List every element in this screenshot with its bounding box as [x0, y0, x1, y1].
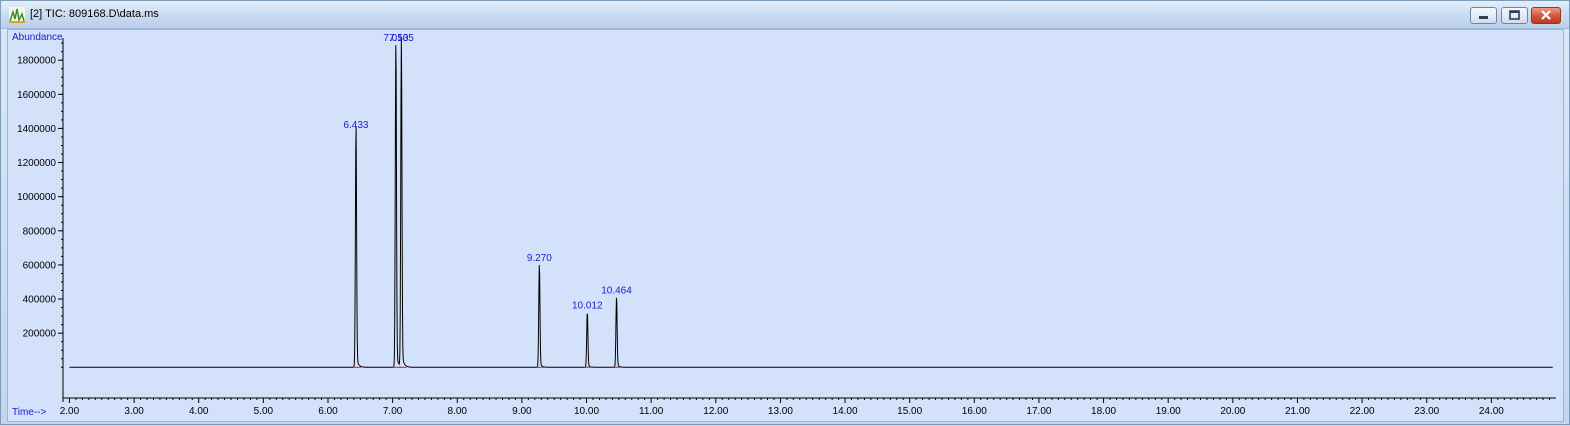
- y-tick-label: 1200000: [17, 158, 56, 169]
- x-axis: 2.00 3.00 4.00 5.00 6.00 7.00 8.00 9.00 10.00 11.…: [60, 397, 1556, 417]
- peak-label: 7.050: [383, 33, 408, 44]
- x-tick-label: 23.00: [1414, 406, 1439, 417]
- x-tick-label: 17.00: [1026, 406, 1051, 417]
- title-bar[interactable]: [2] TIC: 809168.D\data.ms: [1, 1, 1569, 29]
- minimize-icon: [1479, 16, 1488, 19]
- x-tick-label: 15.00: [897, 406, 922, 417]
- peak-label: 7.135: [389, 33, 414, 44]
- y-axis-label: Abundance: [12, 32, 63, 43]
- y-tick-label: 600000: [23, 260, 57, 271]
- x-tick-label: 16.00: [962, 406, 987, 417]
- x-tick-label: 12.00: [703, 406, 728, 417]
- x-tick-label: 6.00: [318, 406, 338, 417]
- y-tick-label: 400000: [23, 295, 57, 306]
- x-axis-label: Time-->: [12, 407, 47, 418]
- close-button[interactable]: [1531, 7, 1561, 24]
- peak-label: 10.464: [601, 285, 632, 296]
- x-tick-label: 19.00: [1156, 406, 1181, 417]
- y-tick-label: 1800000: [17, 56, 56, 67]
- x-tick-label: 18.00: [1091, 406, 1116, 417]
- window-title: [2] TIC: 809168.D\data.ms: [30, 8, 159, 20]
- x-tick-label: 24.00: [1479, 406, 1504, 417]
- minimize-button[interactable]: [1470, 7, 1497, 24]
- restore-button[interactable]: [1501, 7, 1528, 24]
- x-tick-label: 8.00: [448, 406, 468, 417]
- y-tick-label: 200000: [23, 329, 57, 340]
- chart-area[interactable]: Abundance Time--> 200000 400000 600000 8000…: [7, 29, 1564, 422]
- x-tick-label: 4.00: [189, 406, 209, 417]
- x-tick-label: 11.00: [639, 406, 664, 417]
- close-icon: [1541, 10, 1551, 20]
- x-tick-label: 13.00: [768, 406, 793, 417]
- y-tick-label: 800000: [23, 226, 57, 237]
- chromatogram-chart: Abundance Time--> 200000 400000 600000 8000…: [12, 32, 1556, 418]
- x-tick-label: 3.00: [124, 406, 144, 417]
- y-tick-label: 1600000: [17, 90, 56, 101]
- x-tick-label: 14.00: [833, 406, 858, 417]
- chromatogram-app-icon: [9, 7, 25, 23]
- x-tick-label: 20.00: [1220, 406, 1245, 417]
- x-tick-label: 5.00: [254, 406, 274, 417]
- x-tick-label: 22.00: [1350, 406, 1375, 417]
- peak-label: 9.270: [527, 253, 552, 264]
- peak-label: 6.433: [343, 120, 368, 131]
- x-tick-label: 7.00: [383, 406, 403, 417]
- y-tick-label: 1400000: [17, 124, 56, 135]
- peak-label: 10.012: [572, 301, 603, 312]
- tic-trace: [69, 37, 1553, 368]
- restore-icon: [1509, 10, 1520, 20]
- y-tick-label: 1000000: [17, 192, 56, 203]
- x-tick-label: 10.00: [574, 406, 599, 417]
- x-tick-label: 2.00: [60, 406, 80, 417]
- y-axis: 200000 400000 600000 800000 1000000 1200000 14…: [17, 38, 64, 402]
- x-tick-label: 21.00: [1285, 406, 1310, 417]
- x-tick-label: 9.00: [512, 406, 532, 417]
